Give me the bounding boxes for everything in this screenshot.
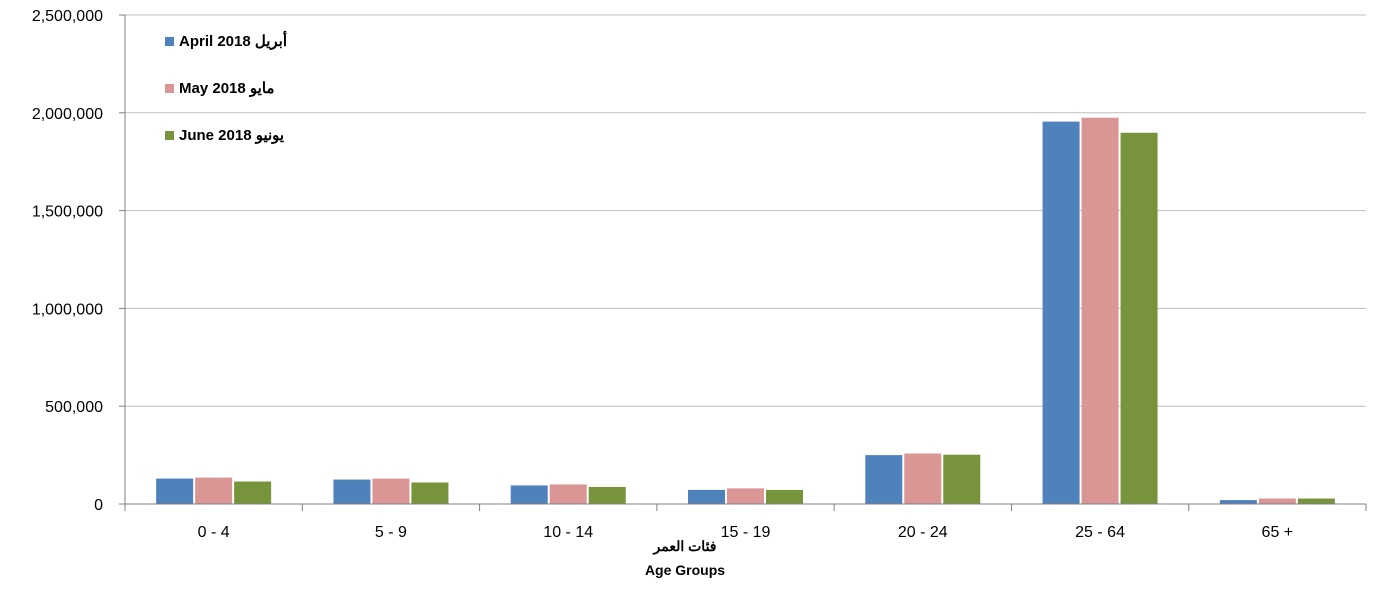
x-axis-label-arabic: فئات العمر — [653, 538, 717, 555]
bar — [195, 477, 233, 504]
legend-label: May 2018 مايو — [179, 80, 274, 97]
x-axis-ticks: 0 - 4 5 - 9 10 - 14 15 - 19 20 - 24 25 - 64 65… — [124, 504, 1367, 541]
y-axis-ticks: 0 500,000 1,000,000 1,500,000 2,000,000 2,500… — [32, 8, 125, 514]
bar — [766, 489, 803, 504]
bar — [549, 484, 587, 504]
x-tick-label: 15 - 19 — [721, 524, 771, 541]
bar — [1081, 117, 1119, 504]
x-tick-label: 20 - 24 — [898, 524, 948, 541]
bar — [1258, 498, 1296, 504]
x-tick-label: 5 - 9 — [375, 524, 407, 541]
bar — [333, 479, 371, 504]
bar — [727, 488, 764, 504]
x-axis-label: Age Groups — [645, 562, 725, 578]
y-tick-label: 2,000,000 — [32, 106, 103, 123]
legend-swatch — [165, 37, 174, 46]
x-tick-label: 25 - 64 — [1075, 524, 1125, 541]
y-tick-label: 0 — [94, 497, 103, 514]
bar — [372, 478, 410, 504]
y-tick-label: 500,000 — [45, 399, 103, 416]
legend-swatch — [165, 84, 174, 93]
x-tick-label: 65 + — [1262, 524, 1294, 541]
x-tick-label: 0 - 4 — [198, 524, 230, 541]
bar — [1042, 121, 1080, 505]
axes — [124, 15, 1366, 505]
legend-swatch — [165, 131, 174, 140]
legend-label: April 2018 أبريل — [179, 30, 287, 50]
y-tick-label: 1,500,000 — [32, 204, 103, 221]
bar — [1297, 498, 1335, 504]
bar — [865, 455, 903, 504]
y-tick-label: 1,000,000 — [32, 301, 103, 318]
y-tick-label: 2,500,000 — [32, 8, 103, 25]
bar — [943, 454, 981, 504]
bar — [510, 485, 548, 504]
bar — [588, 486, 626, 504]
legend-label: June 2018 يونيو — [179, 127, 284, 144]
bars — [156, 117, 1335, 505]
bar — [411, 482, 449, 504]
bar — [1120, 132, 1158, 504]
bar — [904, 453, 942, 504]
bar — [156, 478, 194, 504]
bar — [1219, 500, 1257, 504]
gridlines — [125, 14, 1366, 407]
bar — [234, 481, 272, 504]
x-tick-label: 10 - 14 — [543, 524, 593, 541]
legend: April 2018 أبريل May 2018 مايو June 2018 ي… — [165, 30, 287, 144]
bar — [688, 489, 725, 504]
